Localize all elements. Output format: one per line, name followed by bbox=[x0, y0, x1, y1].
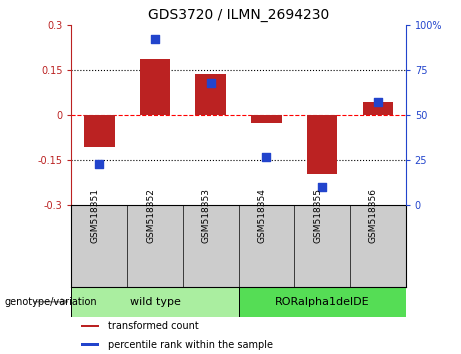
Bar bbox=[251, 115, 282, 124]
Text: GSM518353: GSM518353 bbox=[202, 188, 211, 242]
Point bbox=[374, 99, 382, 105]
Text: GSM518351: GSM518351 bbox=[90, 188, 99, 242]
Text: GSM518352: GSM518352 bbox=[146, 188, 155, 242]
Bar bbox=[239, 287, 406, 317]
Point bbox=[95, 161, 103, 167]
Point bbox=[319, 184, 326, 190]
Point bbox=[207, 80, 214, 85]
Text: RORalpha1delDE: RORalpha1delDE bbox=[275, 297, 369, 307]
Bar bbox=[71, 287, 239, 317]
Text: GSM518356: GSM518356 bbox=[369, 188, 378, 242]
Point bbox=[151, 36, 159, 42]
Bar bbox=[84, 115, 115, 147]
Bar bbox=[81, 325, 99, 327]
Bar bbox=[195, 74, 226, 115]
Bar bbox=[307, 115, 337, 174]
Bar bbox=[140, 59, 170, 115]
Text: wild type: wild type bbox=[130, 297, 180, 307]
Bar bbox=[362, 102, 393, 115]
Text: GSM518354: GSM518354 bbox=[257, 188, 266, 242]
Title: GDS3720 / ILMN_2694230: GDS3720 / ILMN_2694230 bbox=[148, 8, 329, 22]
Bar bbox=[81, 343, 99, 346]
Text: transformed count: transformed count bbox=[108, 321, 199, 331]
Text: genotype/variation: genotype/variation bbox=[5, 297, 97, 307]
Text: GSM518355: GSM518355 bbox=[313, 188, 322, 242]
Point bbox=[263, 154, 270, 159]
Text: percentile rank within the sample: percentile rank within the sample bbox=[108, 340, 273, 350]
